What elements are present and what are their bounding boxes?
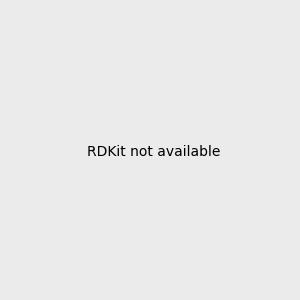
Text: RDKit not available: RDKit not available (87, 145, 220, 158)
